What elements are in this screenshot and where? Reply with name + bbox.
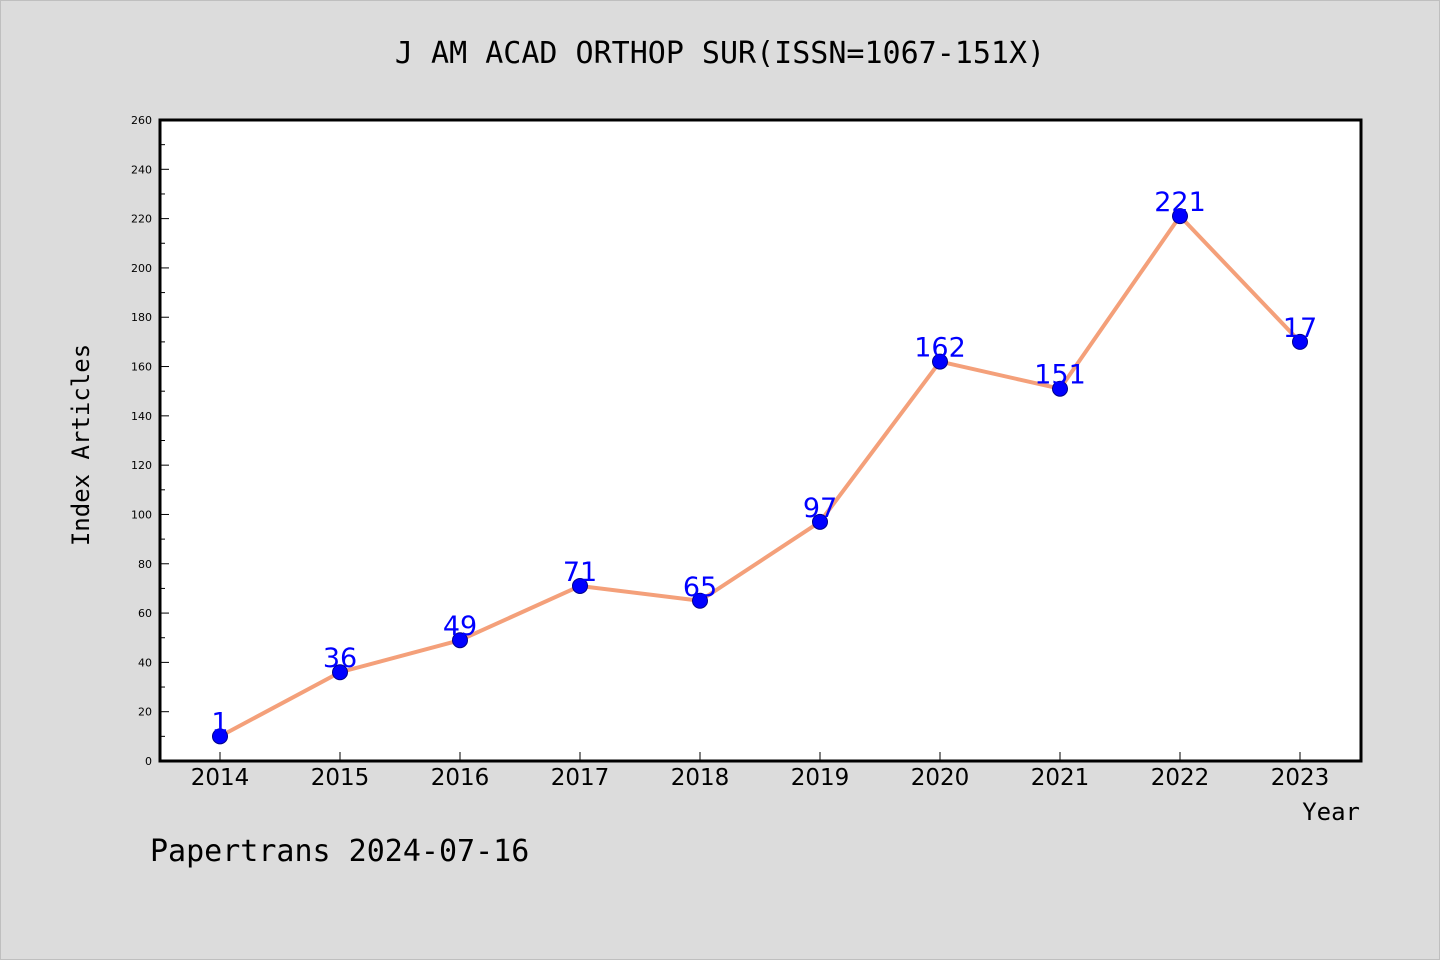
x-tick-label: 2020 [911, 765, 970, 791]
data-point [212, 728, 228, 745]
x-tick-label: 2015 [311, 765, 370, 791]
data-label: 49 [443, 611, 477, 642]
y-tick-label: 220 [131, 213, 152, 226]
plot-area [160, 120, 1361, 761]
data-point [932, 353, 948, 370]
y-tick-label: 180 [131, 311, 152, 324]
x-tick-label: 2018 [671, 765, 730, 791]
y-tick-label: 260 [131, 114, 152, 127]
y-tick-label: 0 [145, 755, 152, 768]
data-point [1292, 333, 1308, 350]
plot-border [158, 118, 1363, 763]
y-tick-label: 60 [138, 607, 152, 620]
data-label: 17 [1283, 313, 1317, 344]
data-label: 1 [211, 707, 228, 738]
x-tick-label: 2016 [431, 765, 490, 791]
x-axis: 2014 2015 2016 2017 2018 2019 2020 2021 2022 2023 [191, 752, 1330, 791]
y-tick-label: 240 [131, 163, 152, 176]
y-tick-label: 200 [131, 262, 152, 275]
data-label: 162 [914, 333, 966, 364]
x-tick-label: 2021 [1031, 765, 1090, 791]
footer-credit: Papertrans 2024-07-16 [150, 834, 530, 869]
y-tick-label: 80 [138, 558, 152, 571]
data-point [332, 664, 348, 681]
data-point [812, 513, 828, 530]
data-point [1172, 208, 1188, 225]
x-tick-label: 2022 [1151, 765, 1210, 791]
y-axis: 0 20 40 60 80 100 120 140 160 180 200 220 240 260 [131, 114, 169, 768]
data-label: 65 [683, 572, 717, 603]
data-label: 221 [1154, 187, 1206, 218]
y-tick-label: 140 [131, 410, 152, 423]
data-point [1052, 380, 1068, 397]
y-axis-label: Index Articles [67, 344, 95, 546]
data-point [572, 577, 588, 594]
y-tick-label: 160 [131, 361, 152, 374]
y-tick-label: 120 [131, 459, 152, 472]
x-tick-label: 2023 [1271, 765, 1330, 791]
data-label: 36 [323, 643, 357, 674]
data-point [692, 592, 708, 609]
x-tick-label: 2019 [791, 765, 850, 791]
data-point [452, 632, 468, 649]
y-tick-label: 20 [138, 706, 152, 719]
data-label: 151 [1034, 360, 1086, 391]
y-tick-label: 100 [131, 508, 152, 521]
chart-title: J AM ACAD ORTHOP SUR(ISSN=1067-151X) [394, 36, 1046, 71]
x-axis-label: Year [1302, 798, 1360, 826]
x-tick-label: 2014 [191, 765, 250, 791]
data-label: 97 [803, 493, 837, 524]
data-label: 71 [563, 557, 597, 588]
y-tick-label: 40 [138, 656, 152, 669]
series-line [218, 214, 1302, 739]
series-index-articles: 1 36 49 71 65 97 162 151 221 17 [211, 187, 1317, 745]
x-tick-label: 2017 [551, 765, 610, 791]
